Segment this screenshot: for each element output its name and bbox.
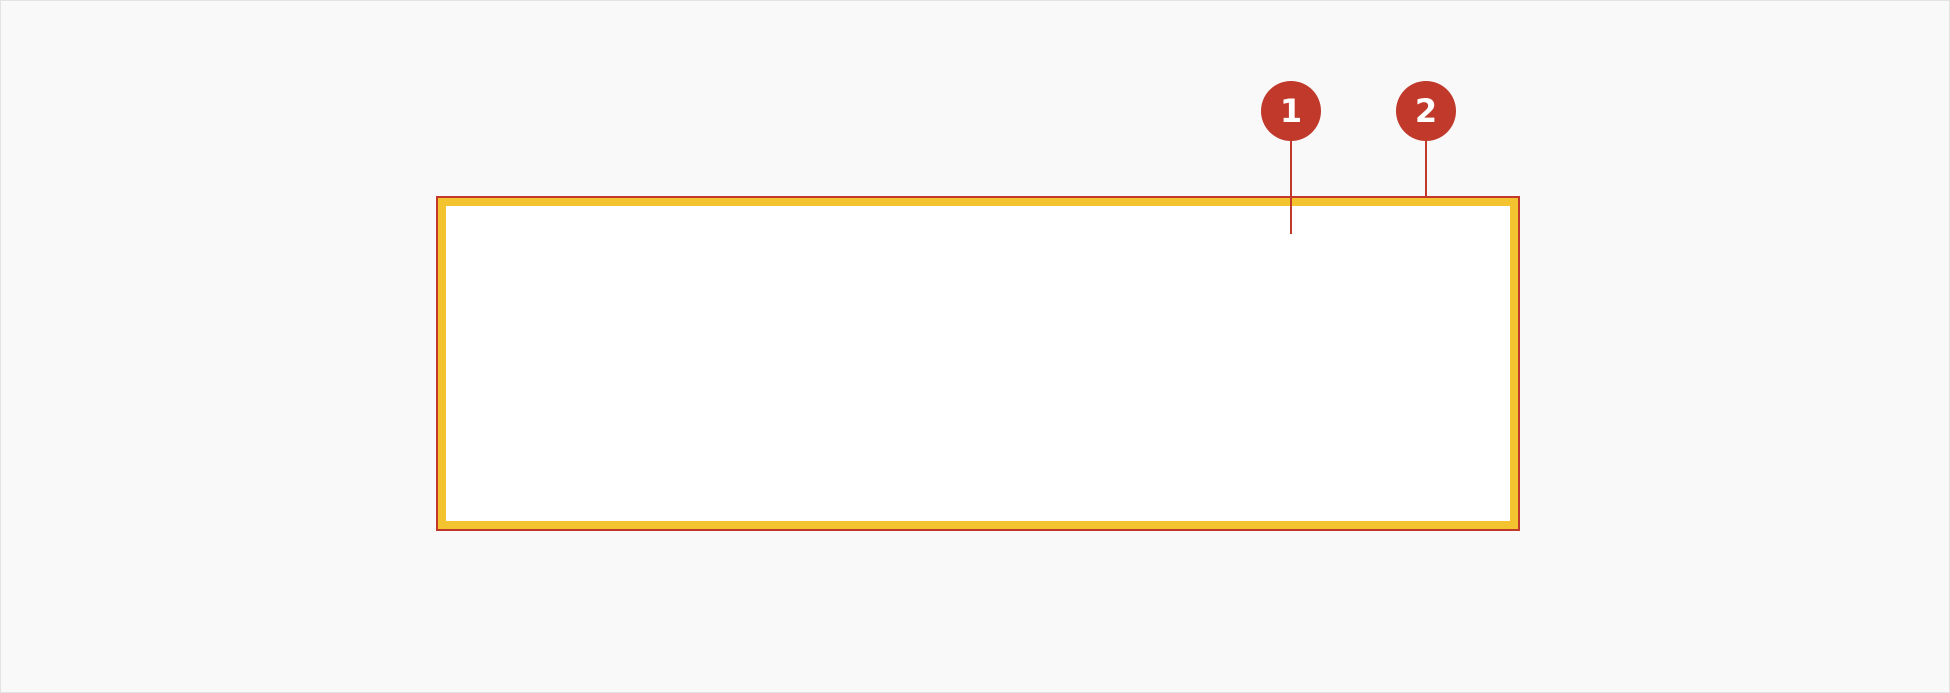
marker-1-badge: 1: [1261, 81, 1321, 141]
marker-1-leader-line: [1290, 139, 1292, 234]
marker-2-badge: 2: [1396, 81, 1456, 141]
outer-frame: [436, 196, 1520, 531]
marker-2-label: 2: [1414, 92, 1438, 130]
inner-content-panel: [446, 206, 1510, 521]
marker-1-label: 1: [1279, 92, 1303, 130]
marker-2-leader-line: [1425, 139, 1427, 197]
